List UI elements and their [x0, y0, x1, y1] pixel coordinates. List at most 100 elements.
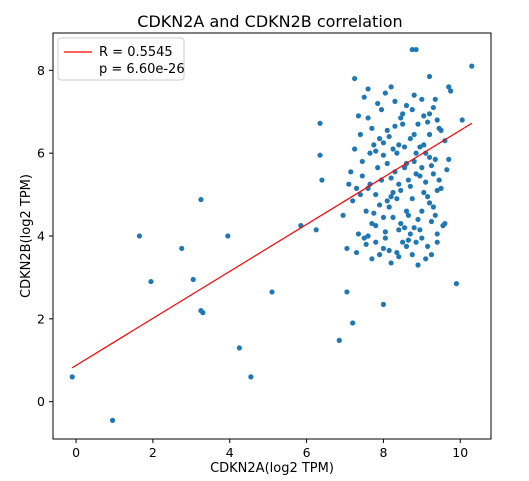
- data-point: [421, 189, 427, 196]
- data-point: [380, 140, 387, 146]
- data-point: [269, 289, 275, 295]
- chart-title: CDKN2A and CDKN2B correlation: [137, 12, 402, 31]
- data-point: [426, 73, 433, 80]
- data-point: [417, 144, 423, 150]
- data-point: [407, 136, 413, 142]
- data-point: [432, 96, 438, 102]
- data-point: [369, 220, 375, 227]
- data-point: [390, 214, 396, 220]
- data-point: [448, 88, 454, 94]
- data-point: [350, 320, 356, 326]
- data-point: [382, 229, 388, 235]
- data-point: [438, 127, 444, 133]
- data-point: [382, 235, 388, 241]
- data-point: [198, 196, 204, 203]
- data-point: [400, 239, 406, 245]
- data-point: [403, 102, 410, 109]
- data-point: [353, 249, 360, 256]
- data-point: [419, 235, 425, 241]
- data-point: [446, 84, 452, 90]
- data-point: [344, 245, 350, 252]
- data-point: [390, 189, 396, 196]
- data-point: [469, 63, 475, 69]
- data-point: [409, 107, 415, 113]
- data-point: [403, 208, 410, 214]
- data-point: [109, 417, 116, 423]
- regression-line: [71, 122, 473, 369]
- data-point: [352, 75, 358, 82]
- data-point: [388, 194, 394, 200]
- x-tick-label: 6: [303, 445, 311, 460]
- data-point: [136, 233, 143, 239]
- x-tick-label: 8: [379, 445, 387, 460]
- data-point: [375, 100, 381, 107]
- data-point: [340, 212, 346, 218]
- y-tick-label: 0: [37, 394, 45, 409]
- data-point: [419, 165, 425, 171]
- data-point: [415, 121, 421, 127]
- data-point: [248, 374, 254, 380]
- data-point: [365, 115, 371, 121]
- legend: R = 0.5545 p = 6.60e-26: [57, 37, 185, 81]
- data-point: [236, 345, 242, 351]
- data-point: [432, 212, 438, 218]
- data-point: [373, 148, 379, 154]
- data-point: [394, 196, 400, 202]
- data-point: [336, 337, 342, 343]
- data-point: [361, 235, 367, 241]
- data-point: [369, 125, 375, 131]
- data-point: [401, 144, 408, 150]
- data-point: [411, 92, 417, 98]
- data-point: [430, 171, 436, 177]
- data-point: [405, 212, 411, 218]
- data-point: [363, 208, 369, 214]
- data-point: [359, 173, 365, 179]
- data-point: [407, 183, 413, 189]
- data-point: [407, 231, 413, 237]
- data-point: [69, 374, 75, 380]
- x-tick-label: 2: [149, 445, 157, 460]
- data-point: [367, 150, 373, 156]
- x-tick-label: 4: [226, 445, 234, 460]
- data-point: [425, 119, 431, 125]
- data-point: [390, 146, 396, 152]
- data-point: [365, 233, 371, 239]
- data-point: [401, 225, 408, 231]
- data-point: [413, 171, 419, 177]
- points-layer: [69, 46, 475, 423]
- data-point: [434, 187, 440, 194]
- data-point: [386, 204, 392, 210]
- data-point: [411, 225, 417, 231]
- data-point: [190, 276, 196, 283]
- data-point: [353, 185, 360, 191]
- data-point: [417, 227, 423, 233]
- data-point: [317, 120, 323, 126]
- data-point: [434, 117, 440, 123]
- data-point: [373, 191, 379, 198]
- data-point: [430, 104, 436, 111]
- y-tick-label: 2: [37, 311, 45, 326]
- data-point: [200, 310, 206, 316]
- data-point: [409, 196, 415, 202]
- data-point: [355, 113, 362, 119]
- data-point: [413, 46, 419, 53]
- data-point: [394, 150, 400, 156]
- legend-box: [57, 37, 185, 81]
- data-point: [444, 167, 450, 173]
- data-point: [396, 254, 402, 260]
- data-point: [378, 107, 385, 113]
- data-point: [355, 231, 362, 237]
- data-point: [380, 301, 387, 307]
- data-point: [396, 227, 402, 233]
- data-point: [359, 158, 365, 165]
- data-point: [401, 165, 408, 171]
- data-point: [373, 239, 379, 245]
- data-point: [357, 191, 363, 198]
- data-point: [409, 46, 415, 53]
- data-point: [344, 289, 350, 295]
- data-point: [394, 249, 400, 256]
- legend-entry-p: p = 6.60e-26: [99, 62, 185, 77]
- data-point: [346, 181, 352, 187]
